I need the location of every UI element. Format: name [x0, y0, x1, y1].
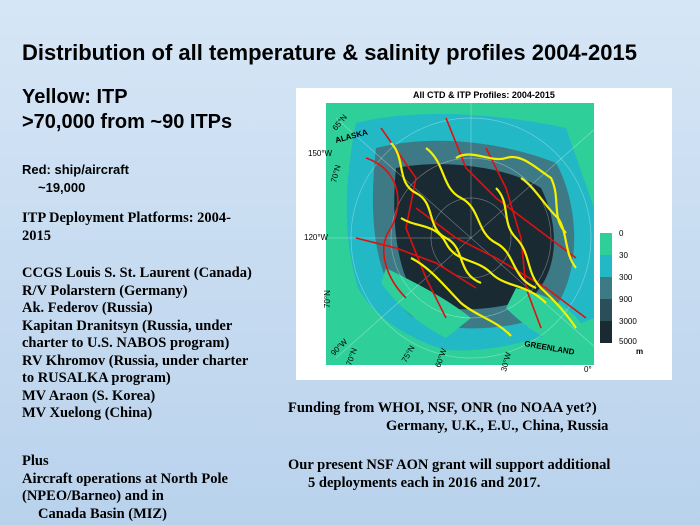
platform-item: Kapitan Dranitsyn (Russia, under — [22, 317, 233, 334]
greenland-land — [506, 288, 581, 348]
plus-line: Canada Basin (MIZ) — [38, 505, 167, 522]
funding-line: Germany, U.K., E.U., China, Russia — [386, 417, 609, 434]
colorbar-tick: 300 — [619, 273, 633, 282]
aon-line: Our present NSF AON grant will support a… — [288, 457, 611, 473]
colorbar-tick: 0 — [619, 229, 624, 238]
platform-item: R/V Polarstern (Germany) — [22, 282, 188, 299]
plus-line: (NPEO/Barneo) and in — [22, 488, 164, 504]
itp-heading-line: 2015 — [22, 227, 51, 244]
funding-line: Funding from WHOI, NSF, ONR (no NOAA yet… — [288, 400, 597, 416]
aon-grant-text: Our present NSF AON grant will support a… — [288, 457, 688, 492]
deep-basin — [394, 164, 554, 310]
colorbar-tick: 5000 — [619, 337, 637, 346]
lon-label: 0° — [584, 365, 592, 374]
platform-item: to RUSALKA program) — [22, 370, 171, 386]
platform-item: RV Khromov (Russia, under charter — [22, 352, 249, 369]
lon-label: 150°W — [308, 149, 333, 158]
platform-item: Ak. Federov (Russia) — [22, 300, 153, 316]
itp-count-label: >70,000 from ~90 ITPs — [22, 111, 233, 133]
itp-tracks — [390, 142, 577, 337]
colorbar-tick: 900 — [619, 295, 633, 304]
plus-label: Plus — [22, 453, 49, 469]
colorbar-swatch — [600, 255, 612, 277]
itp-platforms-heading: ITP Deployment Platforms: 2004- 2015 — [22, 210, 282, 245]
colorbar-swatch — [600, 321, 612, 343]
slide-title: Distribution of all temperature & salini… — [22, 40, 637, 65]
platform-item: MV Xuelong (China) — [22, 405, 153, 421]
itp-heading-line: ITP Deployment Platforms: 2004- — [22, 210, 232, 226]
aon-line: 5 deployments each in 2016 and 2017. — [308, 474, 541, 491]
lon-label: 120°W — [304, 233, 329, 242]
colorbar-unit: m — [636, 347, 643, 356]
depth-colorbar: 0 30 300 900 3000 5000 m — [600, 229, 643, 356]
yellow-itp-label: Yellow: ITP — [22, 86, 128, 108]
platform-list: CCGS Louis S. St. Laurent (Canada) R/V P… — [22, 265, 292, 423]
map-svg: 65°N 150°W 70°N 120°W 70°N 90°W 70°N 75°… — [304, 103, 643, 374]
platform-item: charter to U.S. NABOS program) — [22, 335, 230, 351]
platform-item: CCGS Louis S. St. Laurent (Canada) — [22, 265, 252, 281]
funding-text: Funding from WHOI, NSF, ONR (no NOAA yet… — [288, 400, 688, 435]
red-ship-label: Red: ship/aircraft — [22, 162, 129, 177]
colorbar-swatch — [600, 233, 612, 255]
land-area — [381, 268, 471, 338]
plus-section: Plus Aircraft operations at North Pole (… — [22, 453, 292, 523]
colorbar-tick: 3000 — [619, 317, 637, 326]
plus-line: Aircraft operations at North Pole — [22, 470, 228, 487]
ship-tracks — [355, 117, 587, 329]
ship-count-label: ~19,000 — [38, 180, 86, 195]
map-title: All CTD & ITP Profiles: 2004-2015 — [413, 90, 555, 100]
arctic-profile-map: All CTD & ITP Profiles: 2004-2015 — [296, 88, 672, 380]
colorbar-tick: 30 — [619, 251, 628, 260]
colorbar-swatch — [600, 299, 612, 321]
colorbar-swatch — [600, 277, 612, 299]
lat-label: 70°N — [323, 290, 332, 308]
platform-item: MV Araon (S. Korea) — [22, 387, 156, 404]
